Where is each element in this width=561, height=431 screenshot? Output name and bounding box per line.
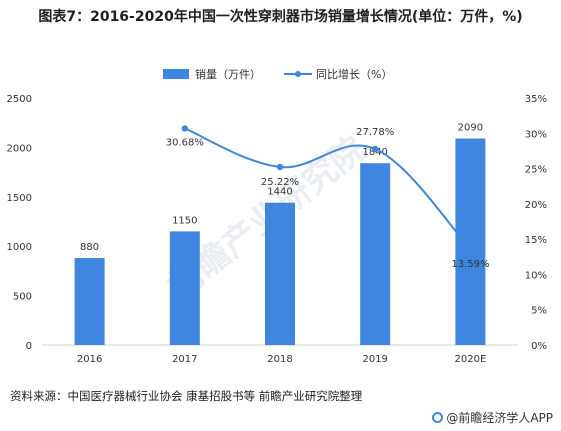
y-left-tick-label: 1000 [7, 242, 32, 253]
bar [265, 202, 295, 345]
x-tick-label: 2018 [267, 354, 292, 365]
legend-line-swatch [284, 71, 312, 77]
brand-logo-icon [432, 412, 444, 423]
y-right-tick-label: 15% [525, 235, 547, 246]
growth-value-label: 13.59% [451, 259, 489, 270]
growth-point [181, 125, 188, 132]
growth-point [276, 163, 284, 171]
x-tick-label: 2020E [455, 354, 487, 365]
chart-canvas: 前瞻产业研究院050010001500200025000%5%10%15%20%… [7, 94, 547, 365]
bar-value-label: 1840 [362, 147, 387, 158]
growth-point [467, 245, 474, 253]
chart-title: 图表7：2016-2020年中国一次性穿刺器市场销量增长情况(单位：万件，%) [38, 9, 523, 25]
y-left-tick-label: 0 [26, 341, 32, 352]
bar-value-label: 880 [80, 242, 99, 253]
y-left-tick-label: 500 [13, 292, 32, 303]
y-right-tick-label: 25% [525, 165, 547, 176]
legend-bar-swatch [163, 69, 189, 79]
bar-value-label: 2090 [458, 123, 483, 134]
credit-text: @前瞻经济学人APP [446, 411, 553, 425]
bar-value-label: 1440 [267, 187, 292, 198]
growth-value-label: 25.22% [261, 177, 299, 188]
credit: @前瞻经济学人APP [432, 409, 553, 426]
bar [74, 258, 105, 345]
x-tick-label: 2017 [172, 354, 197, 365]
y-right-tick-label: 5% [531, 306, 547, 317]
source-note: 资料来源：中国医疗器械行业协会 康基招股书等 前瞻产业研究院整理 [10, 389, 363, 403]
x-tick-label: 2019 [362, 354, 387, 365]
y-right-tick-label: 0% [531, 341, 547, 352]
y-left-tick-label: 2000 [7, 143, 32, 154]
y-right-tick-label: 35% [525, 94, 547, 105]
x-tick-label: 2016 [77, 354, 102, 365]
y-left-tick-label: 1500 [7, 193, 32, 204]
legend-bar-label: 销量（万件） [195, 68, 261, 81]
y-right-tick-label: 20% [525, 200, 547, 211]
legend: 销量（万件） 同比增长（%） [0, 66, 561, 82]
bar [169, 231, 200, 345]
growth-line [184, 127, 472, 250]
growth-value-label: 27.78% [356, 127, 394, 138]
y-right-tick-label: 30% [525, 129, 547, 140]
y-left-tick-label: 2500 [7, 94, 32, 105]
legend-line-label: 同比增长（%） [316, 68, 393, 81]
y-right-tick-label: 10% [525, 270, 547, 281]
bar [455, 138, 486, 345]
growth-value-label: 30.68% [166, 137, 204, 148]
growth-point [372, 145, 379, 153]
bar-value-label: 1150 [172, 215, 197, 226]
bar [360, 163, 391, 345]
